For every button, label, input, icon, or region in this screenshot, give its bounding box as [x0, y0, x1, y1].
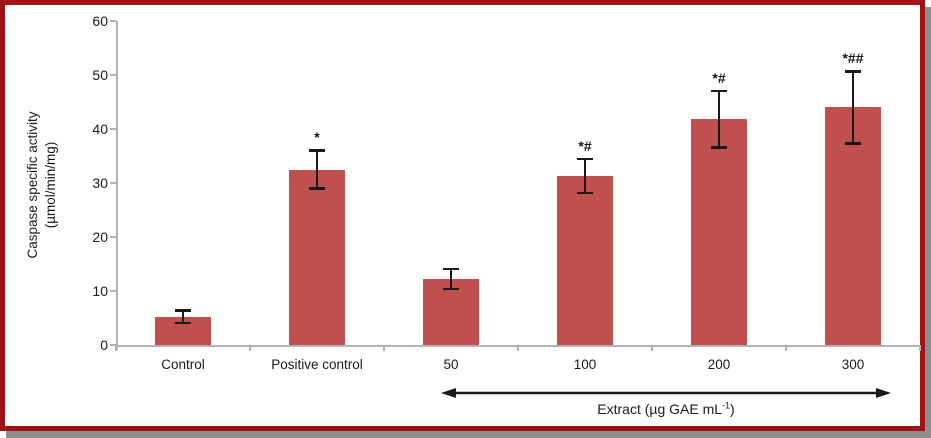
x-tick-mark [919, 345, 921, 351]
y-tick-mark [110, 236, 116, 238]
extract-group-label-superscript: -1 [722, 400, 731, 411]
bar [825, 107, 881, 345]
y-tick-label: 40 [92, 121, 108, 137]
error-bar-line [315, 150, 319, 189]
y-tick-mark [110, 20, 116, 22]
y-tick-mark [110, 182, 116, 184]
y-tick-label: 10 [92, 283, 108, 299]
y-tick-mark [110, 290, 116, 292]
bar [557, 175, 613, 345]
significance-annotation: *# [578, 137, 592, 154]
error-bar-cap-bottom [845, 142, 861, 145]
error-bar-line [583, 158, 587, 194]
bar [289, 169, 345, 345]
arrow-head-left [441, 388, 456, 398]
extract-group-label-close: ) [730, 401, 735, 417]
extract-range-arrow [441, 388, 891, 398]
x-tick-mark [517, 345, 519, 351]
error-bar-cap-top [309, 149, 325, 152]
bar [691, 119, 747, 345]
x-tick-mark [383, 345, 385, 351]
x-tick-mark [249, 345, 251, 351]
y-tick-label: 50 [92, 67, 108, 83]
x-tick-mark [785, 345, 787, 351]
arrow-head-right [876, 388, 891, 398]
y-tick-label: 0 [100, 337, 108, 353]
x-tick-label: 300 [841, 357, 865, 372]
error-bar-cap-top [577, 157, 593, 161]
x-tick-mark [115, 345, 117, 351]
plot-area: 0 10 20 30 40 50 60 Control * Positive control 50 *… [5, 5, 921, 426]
y-tick-mark [110, 74, 116, 76]
extract-group-label-text: Extract (µg GAE mL [597, 401, 723, 417]
error-bar-cap-top [175, 309, 191, 312]
error-bar-line [181, 310, 185, 324]
significance-annotation: *## [842, 50, 864, 67]
x-tick-label: Positive control [271, 357, 363, 372]
error-bar-line [717, 90, 721, 148]
significance-annotation: *# [712, 69, 726, 86]
error-bar-line [851, 71, 855, 144]
y-tick-mark [110, 344, 116, 346]
error-bar-cap-top [845, 70, 861, 73]
error-bar-cap-bottom [309, 187, 325, 190]
x-tick-label: 50 [443, 357, 459, 372]
error-bar-cap-bottom [443, 287, 459, 291]
x-tick-mark [651, 345, 653, 351]
x-tick-label: 200 [707, 357, 731, 372]
figure-frame: Caspase specific activity (µmol/min/mg) … [0, 0, 925, 431]
y-tick-mark [110, 128, 116, 130]
error-bar-cap-top [443, 267, 459, 271]
y-axis-line [116, 21, 118, 350]
y-tick-label: 30 [92, 175, 108, 191]
error-bar-cap-top [711, 89, 727, 93]
x-tick-label: Control [161, 357, 205, 372]
extract-group-label: Extract (µg GAE mL-1) [441, 401, 891, 418]
y-tick-label: 60 [92, 13, 108, 29]
significance-annotation: * [314, 129, 320, 146]
error-bar-cap-bottom [577, 191, 593, 195]
error-bar-cap-bottom [175, 321, 191, 325]
y-tick-label: 20 [92, 229, 108, 245]
x-tick-label: 100 [573, 357, 597, 372]
error-bar-line [449, 268, 453, 290]
error-bar-cap-bottom [711, 146, 727, 149]
